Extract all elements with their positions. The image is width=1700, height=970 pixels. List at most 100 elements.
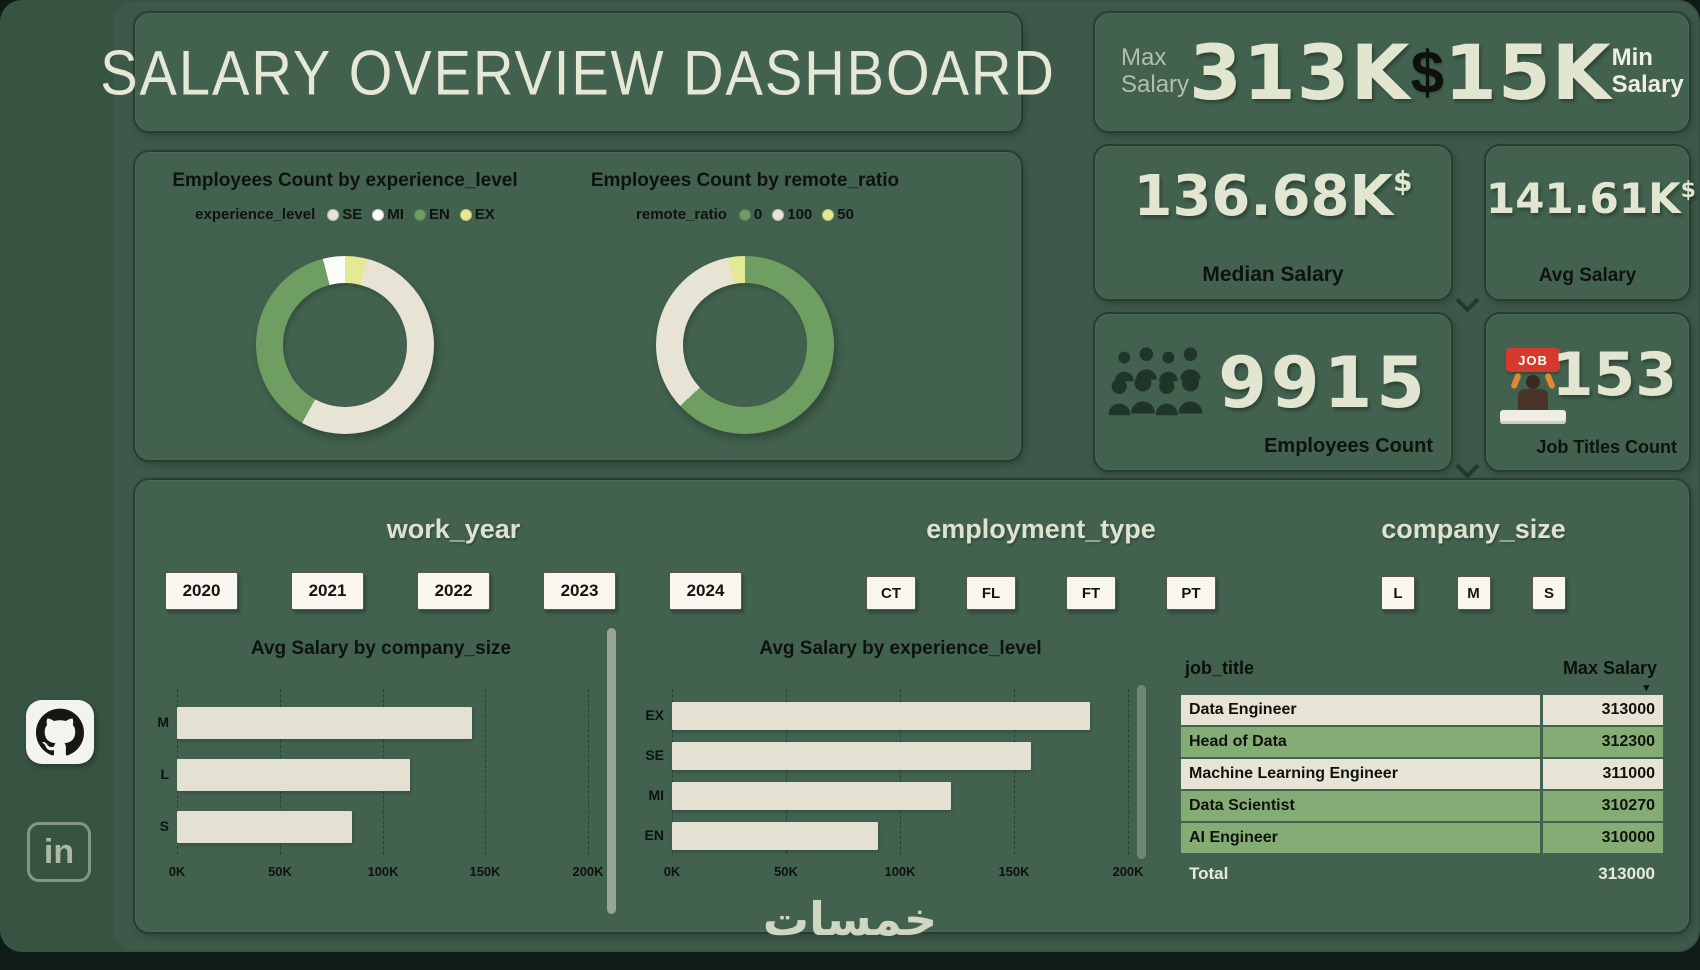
table-header: job_title Max Salary ▾	[1181, 658, 1663, 694]
slicer-option-work_year-2020[interactable]: 2020	[165, 572, 238, 610]
column-header-job-title[interactable]: job_title	[1185, 658, 1255, 678]
axis-tick-label: 150K	[998, 864, 1030, 879]
max-salary-cell: 310270	[1543, 791, 1663, 821]
table-row[interactable]: Data Scientist 310270	[1181, 791, 1663, 821]
label-line: Min	[1611, 44, 1653, 72]
category-label-M: M	[157, 714, 169, 730]
max-salary-cell: 313000	[1598, 864, 1655, 883]
slicer-option-company_size-L[interactable]: L	[1381, 576, 1415, 610]
github-icon[interactable]	[26, 700, 94, 764]
table-row[interactable]: Data Engineer 313000	[1181, 695, 1663, 725]
job-icon-arm	[1510, 372, 1522, 390]
legend-dot-icon	[822, 208, 835, 221]
kpi-avg-card: 141.61K$ Avg Salary	[1484, 144, 1696, 301]
legend-dot-icon	[327, 208, 340, 221]
chart-title: Avg Salary by company_size	[250, 638, 512, 659]
slicer-option-work_year-2021[interactable]: 2021	[291, 572, 364, 610]
job-title-cell: AI Engineer	[1181, 823, 1540, 853]
scrollbar[interactable]	[1137, 685, 1146, 859]
donut-ring[interactable]	[656, 256, 834, 434]
bar-SE[interactable]	[672, 742, 1031, 770]
table-body: Data Engineer 313000 Head of Data 312300 Mac…	[1181, 695, 1663, 889]
job-titles-count-value: 153	[1551, 340, 1677, 410]
max-salary-cell: 311000	[1543, 759, 1663, 789]
gridline	[485, 689, 486, 854]
legend: experience_level SE MI EN EX	[145, 206, 545, 223]
bar-chart-experience-level: EX SE MI EN 0K 50K 100K 150K 200K	[634, 685, 1144, 879]
donut-ring[interactable]	[256, 256, 434, 434]
slicer-option-company_size-M[interactable]: M	[1456, 576, 1491, 610]
job-titles-count-label: Job Titles Count	[1536, 437, 1677, 457]
slicer-option-company_size-S[interactable]: S	[1532, 576, 1566, 610]
legend-entry-50[interactable]: 50	[822, 206, 854, 223]
min-salary-label: Min Salary	[1611, 44, 1684, 99]
legend-dot-icon	[459, 208, 472, 221]
slicer-option-employment_type-FL[interactable]: FL	[966, 576, 1016, 610]
legend-label: SE	[342, 206, 363, 223]
slicer-option-work_year-2022[interactable]: 2022	[417, 572, 490, 610]
avg-salary-label: Avg Salary	[1538, 265, 1637, 286]
kpi-employees-card: 9915 Employees Count	[1093, 312, 1453, 472]
slicer-option-employment_type-PT[interactable]: PT	[1166, 576, 1216, 610]
slicer-option-employment_type-CT[interactable]: CT	[866, 576, 916, 610]
bar-EX[interactable]	[672, 702, 1090, 730]
job-title-cell: Head of Data	[1181, 727, 1540, 757]
table-row[interactable]: Machine Learning Engineer 311000	[1181, 759, 1663, 789]
max-salary-cell: 310000	[1543, 823, 1663, 853]
linkedin-label: in	[43, 832, 75, 871]
dollar-suffix-icon: $	[1393, 165, 1413, 198]
axis-tick-label: 50K	[774, 864, 798, 879]
gridline	[672, 689, 673, 854]
bar-S[interactable]	[177, 811, 352, 843]
bar-L[interactable]	[177, 759, 410, 791]
slicer-option-work_year-2024[interactable]: 2024	[669, 572, 742, 610]
legend-dot-icon	[772, 208, 785, 221]
legend-title: remote_ratio	[636, 206, 727, 223]
legend-entry-0[interactable]: 0	[738, 206, 762, 223]
slicer-title-employment-type: employment_type	[926, 514, 1156, 544]
table-row[interactable]: AI Engineer 310000	[1181, 823, 1663, 853]
slicer-option-employment_type-FT[interactable]: FT	[1066, 576, 1116, 610]
legend-entry-MI[interactable]: MI	[372, 206, 404, 223]
linkedin-icon[interactable]: in	[27, 822, 91, 882]
legend-entry-EX[interactable]: EX	[459, 206, 495, 223]
bar-M[interactable]	[177, 707, 472, 739]
slicer-work-year: 2020 2021 2022 2023 2024	[165, 572, 742, 610]
employees-count-label: Employees Count	[1264, 435, 1433, 457]
gridline	[588, 689, 589, 854]
scrollbar[interactable]	[607, 628, 616, 914]
median-salary-value: 136.68K$	[1133, 164, 1413, 229]
table-row[interactable]: Head of Data 312300	[1181, 727, 1663, 757]
label-line: Max	[1121, 44, 1167, 72]
bar-EN[interactable]	[672, 822, 878, 850]
sort-desc-icon[interactable]: ▾	[1643, 682, 1649, 694]
max-salary-label: Max Salary	[1121, 44, 1189, 99]
axis-tick-label: 50K	[268, 864, 292, 879]
job-sign-icon: JOB	[1500, 348, 1566, 432]
dollar-suffix-icon: $	[1680, 178, 1696, 203]
legend-entry-EN[interactable]: EN	[413, 206, 450, 223]
legend-label: EN	[428, 206, 450, 223]
category-label-EX: EX	[645, 707, 664, 723]
github-logo-glyph	[36, 708, 84, 756]
legend-entry-SE[interactable]: SE	[327, 206, 362, 223]
donut-chart-remote-ratio: Employees Count by remote_ratio remote_r…	[535, 152, 955, 460]
chart-title: Employees Count by remote_ratio	[590, 170, 900, 191]
job-icon-body	[1518, 389, 1548, 411]
legend-dot-icon	[738, 208, 751, 221]
legend-label: 50	[837, 206, 854, 223]
watermark: خمسات	[762, 892, 938, 946]
slicer-title-work-year: work_year	[386, 514, 521, 544]
legend-label: EX	[474, 206, 495, 223]
legend-entry-100[interactable]: 100	[772, 206, 812, 223]
job-title-cell: Data Engineer	[1181, 695, 1540, 725]
page-title: SALARY OVERVIEW DASHBOARD	[100, 36, 1056, 108]
bar-MI[interactable]	[672, 782, 951, 810]
legend-label: MI	[387, 206, 404, 223]
column-header-max-salary[interactable]: Max Salary	[1562, 658, 1657, 678]
kpi-max-min-card: Max Salary 313K $ 15K Min Salary	[1093, 11, 1691, 133]
filters-and-details-card: work_year employment_type company_size 2…	[133, 478, 1691, 934]
slicer-option-work_year-2023[interactable]: 2023	[543, 572, 616, 610]
axis-tick-label: 100K	[367, 864, 399, 879]
category-label-S: S	[159, 818, 169, 834]
